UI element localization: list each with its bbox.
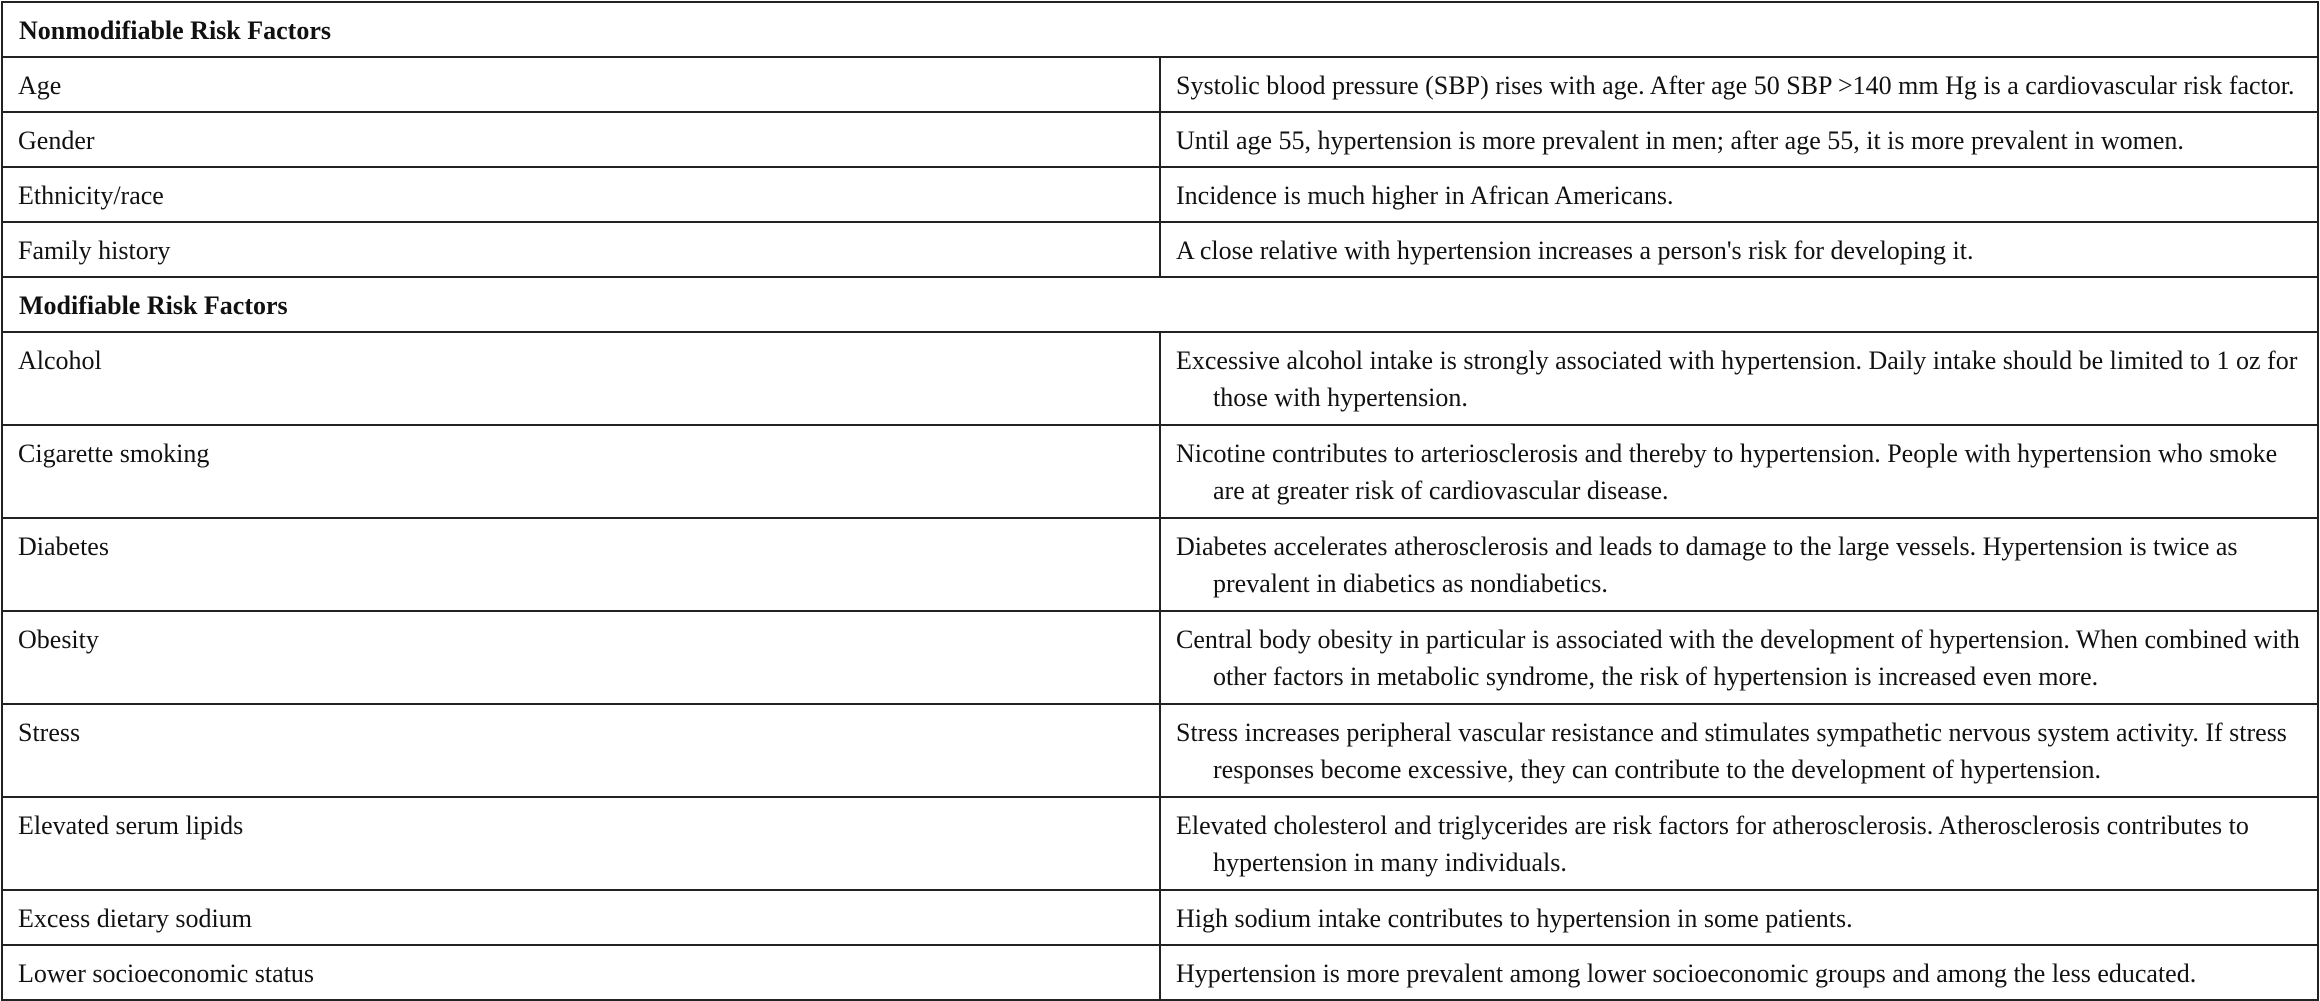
factor-name: Cigarette smoking xyxy=(1,424,1161,519)
factor-description: Hypertension is more prevalent among low… xyxy=(1159,944,2319,1001)
factor-description: Central body obesity in particular is as… xyxy=(1159,610,2319,705)
factor-row: Diabetes Diabetes accelerates atheroscler… xyxy=(1,517,2319,612)
factor-row: Stress Stress increases peripheral vascul… xyxy=(1,703,2319,798)
factor-name: Lower socioeconomic status xyxy=(1,944,1161,1001)
section-row: Nonmodifiable Risk Factors xyxy=(1,1,2319,58)
factor-description: Stress increases peripheral vascular res… xyxy=(1159,703,2319,798)
factor-description: Excessive alcohol intake is strongly ass… xyxy=(1159,331,2319,426)
factor-row: Gender Until age 55, hypertension is more… xyxy=(1,111,2319,168)
factor-description: Diabetes accelerates atherosclerosis and… xyxy=(1159,517,2319,612)
factor-row: Elevated serum lipids Elevated cholestero… xyxy=(1,796,2319,891)
factor-description: Nicotine contributes to arteriosclerosis… xyxy=(1159,424,2319,519)
factor-description: Systolic blood pressure (SBP) rises with… xyxy=(1159,56,2319,113)
factor-description: High sodium intake contributes to hypert… xyxy=(1159,889,2319,946)
factor-description: A close relative with hypertension incre… xyxy=(1159,221,2319,278)
factor-name: Stress xyxy=(1,703,1161,798)
factor-row: Obesity Central body obesity in particula… xyxy=(1,610,2319,705)
factor-row: Excess dietary sodium High sodium intake … xyxy=(1,889,2319,946)
factor-name: Diabetes xyxy=(1,517,1161,612)
section-title: Modifiable Risk Factors xyxy=(1,276,2319,333)
factor-description: Until age 55, hypertension is more preva… xyxy=(1159,111,2319,168)
factor-name: Obesity xyxy=(1,610,1161,705)
factor-name: Age xyxy=(1,56,1161,113)
factor-name: Ethnicity/race xyxy=(1,166,1161,223)
factor-name: Elevated serum lipids xyxy=(1,796,1161,891)
factor-name: Gender xyxy=(1,111,1161,168)
factor-name: Excess dietary sodium xyxy=(1,889,1161,946)
factor-name: Alcohol xyxy=(1,331,1161,426)
factor-row: Alcohol Excessive alcohol intake is stron… xyxy=(1,331,2319,426)
section-title: Nonmodifiable Risk Factors xyxy=(1,1,2319,58)
factor-row: Ethnicity/race Incidence is much higher i… xyxy=(1,166,2319,223)
factor-row: Age Systolic blood pressure (SBP) rises w… xyxy=(1,56,2319,113)
factor-row: Lower socioeconomic status Hypertension i… xyxy=(1,944,2319,1001)
factor-row: Family history A close relative with hype… xyxy=(1,221,2319,278)
factor-description: Elevated cholesterol and triglycerides a… xyxy=(1159,796,2319,891)
section-row: Modifiable Risk Factors xyxy=(1,276,2319,333)
factor-description: Incidence is much higher in African Amer… xyxy=(1159,166,2319,223)
factor-name: Family history xyxy=(1,221,1161,278)
factor-row: Cigarette smoking Nicotine contributes to… xyxy=(1,424,2319,519)
